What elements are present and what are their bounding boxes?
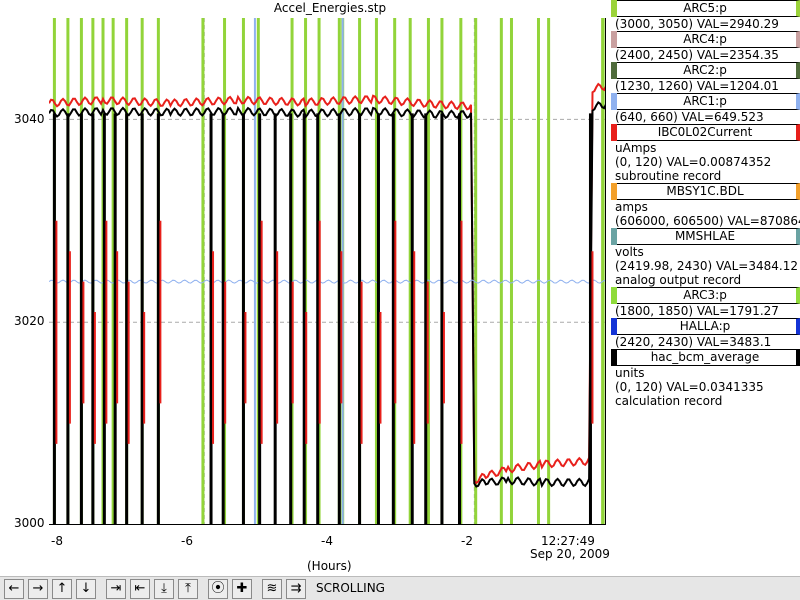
x-tick-label: -6 [181,534,193,548]
legend-item-detail: (3000, 3050) VAL=2940.29 [615,17,779,31]
legend-item-name: ARC2:p [613,62,800,79]
scroll-up-button[interactable]: ↑ [52,579,72,599]
legend-color-swatch [611,287,617,304]
y-tick-label: 3000 [14,516,45,530]
legend-color-swatch [611,62,617,79]
legend-color-swatch [611,318,617,335]
legend-color-swatch [611,349,617,366]
legend-item[interactable]: IBC0L02Current uAmps (0, 120) VAL=0.008743… [611,124,800,183]
legend-item-name: IBC0L02Current [613,124,800,141]
legend-item-detail: uAmps [615,141,657,155]
legend-item[interactable]: MMSHLAE volts (2419.98, 2430) VAL=3484.12 a… [611,228,800,287]
legend-item-detail: (0, 120) VAL=0.0341335 [615,380,764,394]
series-line [49,101,605,489]
export-button[interactable]: ⇉ [286,579,306,599]
legend-item[interactable]: hac_bcm_average units (0, 120) VAL=0.03413… [611,349,800,408]
legend-color-swatch [611,31,617,48]
status-text: SCROLLING [316,581,385,595]
legend-item-detail: (1800, 1850) VAL=1791.27 [615,304,779,318]
legend-color-swatch [611,0,617,17]
legend-item-detail: (0, 120) VAL=0.00874352 [615,155,772,169]
legend-item[interactable]: ARC3:p (1800, 1850) VAL=1791.27 [611,287,800,318]
date-label: Sep 20, 2009 [530,547,610,561]
legend-item-detail: calculation record [615,394,723,408]
x-tick-label: -4 [321,534,333,548]
y-tick-label: 3020 [14,314,45,328]
time-label: 12:27:49 [541,534,595,548]
legend-item-name: ARC1:p [613,93,800,110]
legend-item-detail: volts [615,245,644,259]
x-axis-unit: (Hours) [307,559,352,573]
legend-item[interactable]: ARC5:p (3000, 3050) VAL=2940.29 [611,0,800,31]
toolbar: ← → ↑ ↓ ⇥ ⇤ ⤓ ⤒ ⦿ ✚ ≋ ⇉ SCROLLING [0,576,800,600]
legend-item-detail: (640, 660) VAL=649.523 [615,110,764,124]
zoom-in-vertical-button[interactable]: ⤓ [154,579,174,599]
zoom-out-horizontal-button[interactable]: ⇤ [130,579,150,599]
legend-item-name: ARC5:p [613,0,800,17]
plot-area[interactable] [49,18,606,525]
legend-item-detail: subroutine record [615,169,722,183]
scroll-left-button[interactable]: ← [4,579,24,599]
config-button[interactable]: ≋ [262,579,282,599]
legend-item[interactable]: ARC4:p (2400, 2450) VAL=2354.35 [611,31,800,62]
plot-canvas [49,18,605,524]
legend-item-detail: (2400, 2450) VAL=2354.35 [615,48,779,62]
legend-item[interactable]: ARC1:p (640, 660) VAL=649.523 [611,93,800,124]
stop-button[interactable]: ⦿ [208,579,228,599]
legend-item-detail: (2420, 2430) VAL=3483.1 [615,335,772,349]
legend-item-detail: (2419.98, 2430) VAL=3484.12 [615,259,798,273]
legend-item-detail: (1230, 1260) VAL=1204.01 [615,79,779,93]
legend-item-detail: units [615,366,645,380]
legend-item-name: MMSHLAE [613,228,800,245]
legend-item-name: ARC3:p [613,287,800,304]
legend-item-detail: amps [615,200,648,214]
series-line [49,279,605,284]
legend-panel: ARC5:p (3000, 3050) VAL=2940.29 ARC4:p (240… [611,0,800,408]
legend-color-swatch [611,93,617,110]
legend-item-detail: (606000, 606500) VAL=870864 [615,214,800,228]
x-tick-label: -8 [51,534,63,548]
y-tick-label: 3040 [14,112,45,126]
legend-item-name: hac_bcm_average [613,349,800,366]
legend-item-name: ARC4:p [613,31,800,48]
legend-item-name: HALLA:p [613,318,800,335]
zoom-out-vertical-button[interactable]: ⤒ [178,579,198,599]
chart-title: Accel_Energies.stp [273,1,387,15]
legend-color-swatch [611,183,617,200]
legend-item[interactable]: HALLA:p (2420, 2430) VAL=3483.1 [611,318,800,349]
legend-item-name: MBSY1C.BDL [613,183,800,200]
add-button[interactable]: ✚ [232,579,252,599]
legend-item-detail: analog output record [615,273,742,287]
legend-color-swatch [611,228,617,245]
zoom-in-horizontal-button[interactable]: ⇥ [106,579,126,599]
scroll-right-button[interactable]: → [28,579,48,599]
legend-item[interactable]: ARC2:p (1230, 1260) VAL=1204.01 [611,62,800,93]
legend-item[interactable]: MBSY1C.BDL amps (606000, 606500) VAL=87086… [611,183,800,228]
scroll-down-button[interactable]: ↓ [76,579,96,599]
series-line [49,82,605,485]
legend-color-swatch [611,124,617,141]
x-tick-label: -2 [461,534,473,548]
